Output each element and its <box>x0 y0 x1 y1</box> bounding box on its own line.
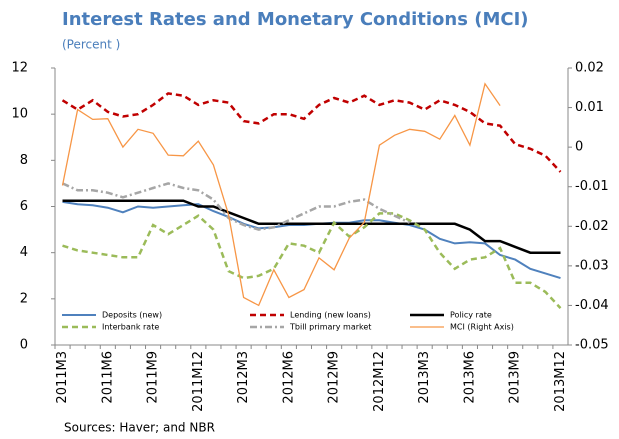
x-tick-label: 2011M12 <box>191 351 206 412</box>
legend-label: Policy rate <box>450 311 492 320</box>
y2-tick-label: -0.05 <box>575 338 609 353</box>
series-line <box>61 92 562 173</box>
x-tick-label: 2013M3 <box>417 351 432 404</box>
y2-tick-label: -0.01 <box>575 179 609 194</box>
x-tick-label: 2013M12 <box>553 351 568 412</box>
y2-tick-label: 0 <box>575 140 583 155</box>
y-tick-label: 6 <box>20 199 28 214</box>
y-tick-label: 10 <box>11 107 28 122</box>
series-line <box>62 199 561 254</box>
x-tick-label: 2012M3 <box>236 351 251 404</box>
legend-label: Interbank rate <box>102 323 159 332</box>
x-tick-label: 2012M6 <box>281 351 296 404</box>
y2-tick-label: 0.02 <box>575 61 604 76</box>
y-tick-label: 0 <box>20 338 28 353</box>
y-tick-label: 12 <box>11 61 28 76</box>
x-tick-label: 2011M3 <box>55 351 70 404</box>
x-tick-label: 2012M12 <box>372 351 387 412</box>
series-line <box>61 82 501 307</box>
y2-tick-label: 0.01 <box>575 100 604 115</box>
chart-title: Interest Rates and Monetary Conditions (… <box>62 9 529 30</box>
legend-label: Tbill primary market <box>289 323 371 332</box>
y-tick-label: 8 <box>20 153 28 168</box>
legend-label: Lending (new loans) <box>290 311 371 320</box>
x-tick-label: 2011M9 <box>146 351 161 404</box>
x-tick-label: 2013M6 <box>462 351 477 404</box>
legend-label: MCI (Right Axis) <box>450 323 514 332</box>
y2-tick-label: -0.04 <box>575 298 609 313</box>
series-line <box>62 212 562 309</box>
source: Sources: Haver; and NBR <box>64 421 215 435</box>
y2-tick-label: -0.03 <box>575 258 609 273</box>
chart-subtitle: (Percent ) <box>62 38 120 52</box>
y-tick-label: 2 <box>20 291 28 306</box>
y-tick-label: 4 <box>20 245 28 260</box>
x-tick-label: 2012M9 <box>327 351 342 404</box>
series-line <box>61 182 411 231</box>
x-tick-label: 2011M6 <box>100 351 115 404</box>
y2-tick-label: -0.02 <box>575 219 609 234</box>
x-tick-label: 2013M9 <box>508 351 523 404</box>
legend-label: Deposits (new) <box>102 311 162 320</box>
